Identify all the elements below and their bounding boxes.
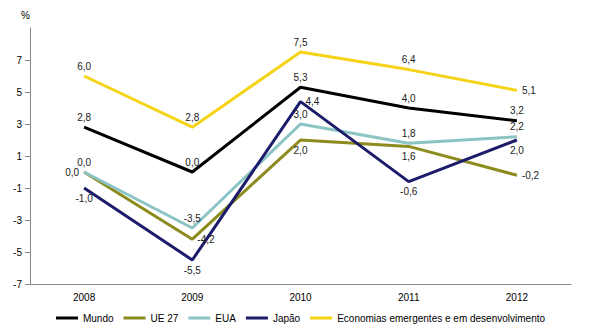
- svg-text:1: 1: [16, 151, 22, 162]
- svg-text:3,0: 3,0: [294, 109, 308, 120]
- svg-text:-5: -5: [13, 247, 22, 258]
- svg-text:5,1: 5,1: [522, 85, 536, 96]
- svg-text:1,6: 1,6: [402, 151, 416, 162]
- svg-text:2011: 2011: [398, 292, 420, 303]
- svg-text:7,5: 7,5: [294, 37, 308, 48]
- svg-text:2,0: 2,0: [510, 145, 524, 156]
- svg-text:4,0: 4,0: [402, 93, 416, 104]
- svg-text:Japão: Japão: [273, 313, 301, 324]
- svg-text:-3: -3: [13, 215, 22, 226]
- svg-text:-7: -7: [13, 279, 22, 290]
- svg-text:5: 5: [16, 87, 22, 98]
- svg-text:5,3: 5,3: [294, 72, 308, 83]
- svg-text:2009: 2009: [181, 292, 204, 303]
- svg-text:EUA: EUA: [215, 313, 236, 324]
- svg-text:-0,6: -0,6: [400, 186, 418, 197]
- svg-text:-1,0: -1,0: [75, 193, 93, 204]
- svg-text:-0,2: -0,2: [522, 170, 540, 181]
- svg-text:0,0: 0,0: [65, 167, 79, 178]
- svg-text:3,2: 3,2: [510, 105, 524, 116]
- svg-text:3: 3: [16, 119, 22, 130]
- svg-text:2008: 2008: [73, 292, 96, 303]
- svg-text:-4,2: -4,2: [197, 234, 215, 245]
- svg-text:2,8: 2,8: [77, 112, 91, 123]
- svg-text:2,2: 2,2: [510, 121, 524, 132]
- svg-text:-1: -1: [13, 183, 22, 194]
- svg-text:Mundo: Mundo: [83, 313, 114, 324]
- svg-text:-5,5: -5,5: [184, 265, 202, 276]
- svg-text:7: 7: [16, 55, 22, 66]
- svg-text:2,0: 2,0: [294, 145, 308, 156]
- svg-text:UE 27: UE 27: [151, 313, 179, 324]
- svg-text:4,4: 4,4: [306, 96, 320, 107]
- svg-text:6,0: 6,0: [77, 61, 91, 72]
- svg-text:2010: 2010: [289, 292, 312, 303]
- svg-text:1,8: 1,8: [402, 128, 416, 139]
- svg-text:-3,5: -3,5: [184, 213, 202, 224]
- svg-text:0,0: 0,0: [77, 157, 91, 168]
- svg-text:0,0: 0,0: [185, 157, 199, 168]
- svg-text:2012: 2012: [506, 292, 529, 303]
- svg-text:%: %: [21, 10, 30, 21]
- svg-text:6,4: 6,4: [402, 54, 416, 65]
- svg-text:2,8: 2,8: [185, 112, 199, 123]
- svg-text:Economias emergentes e em dese: Economias emergentes e em desenvolviment…: [337, 313, 545, 324]
